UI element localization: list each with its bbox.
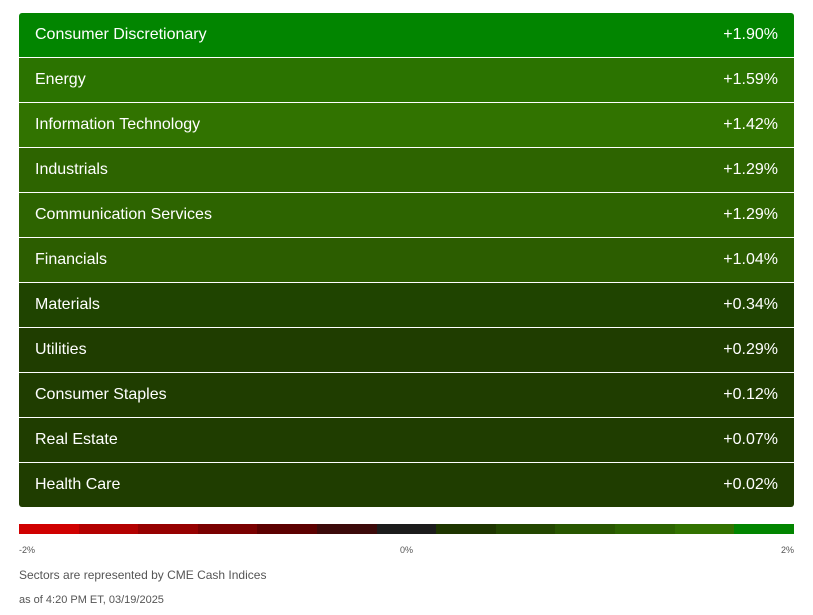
- scale-segment: [257, 524, 318, 534]
- sector-change: +0.07%: [723, 431, 778, 448]
- sector-list: Consumer Discretionary +1.90% Energy +1.59%…: [19, 13, 794, 507]
- scale-segment: [197, 524, 258, 534]
- scale-segment: [19, 524, 79, 534]
- scale-max-label: 2%: [780, 545, 794, 555]
- sector-name: Communication Services: [35, 206, 212, 223]
- scale-segment: [674, 524, 735, 534]
- scale-segment: [138, 524, 198, 534]
- scale-segment: [495, 524, 556, 534]
- sector-row[interactable]: Communication Services +1.29%: [19, 193, 794, 238]
- sector-name: Consumer Staples: [35, 386, 167, 403]
- sector-change: +0.29%: [723, 341, 778, 358]
- sector-name: Utilities: [35, 341, 87, 358]
- source-note: Sectors are represented by CME Cash Indi…: [19, 568, 267, 582]
- scale-segment: [317, 524, 377, 534]
- sector-name: Materials: [35, 296, 100, 313]
- scale-segment: [78, 524, 139, 534]
- scale-segment: [615, 524, 675, 534]
- scale-segment: [376, 524, 437, 534]
- sector-row[interactable]: Utilities +0.29%: [19, 328, 794, 373]
- timestamp: as of 4:20 PM ET, 03/19/2025: [19, 594, 164, 606]
- sector-change: +0.34%: [723, 296, 778, 313]
- sector-row[interactable]: Industrials +1.29%: [19, 148, 794, 193]
- sector-change: +1.29%: [723, 206, 778, 223]
- scale-segment: [734, 524, 794, 534]
- color-scale-labels: -2% 0% 2%: [19, 545, 794, 559]
- sector-name: Health Care: [35, 476, 121, 493]
- sector-row[interactable]: Consumer Staples +0.12%: [19, 373, 794, 418]
- scale-segment: [436, 524, 496, 534]
- sector-row[interactable]: Consumer Discretionary +1.90%: [19, 13, 794, 58]
- sector-change: +0.02%: [723, 476, 778, 493]
- sector-name: Real Estate: [35, 431, 118, 448]
- sector-name: Information Technology: [35, 116, 201, 133]
- sector-change: +1.29%: [723, 161, 778, 178]
- sector-row[interactable]: Real Estate +0.07%: [19, 418, 794, 463]
- color-scale-bar: [19, 524, 794, 534]
- sector-row[interactable]: Health Care +0.02%: [19, 463, 794, 507]
- sector-name: Financials: [35, 251, 108, 268]
- scale-mid-label: 0%: [399, 545, 414, 555]
- sector-row[interactable]: Energy +1.59%: [19, 58, 794, 103]
- sector-change: +1.42%: [723, 116, 778, 133]
- scale-segment: [555, 524, 616, 534]
- sector-change: +1.04%: [723, 251, 778, 268]
- sector-change: +0.12%: [723, 386, 778, 403]
- sector-row[interactable]: Materials +0.34%: [19, 283, 794, 328]
- sector-name: Consumer Discretionary: [35, 26, 207, 43]
- sector-name: Industrials: [35, 161, 108, 178]
- sector-change: +1.90%: [723, 26, 778, 43]
- sector-row[interactable]: Information Technology +1.42%: [19, 103, 794, 148]
- sector-change: +1.59%: [723, 71, 778, 88]
- sector-name: Energy: [35, 71, 86, 88]
- sector-row[interactable]: Financials +1.04%: [19, 238, 794, 283]
- scale-min-label: -2%: [19, 545, 36, 555]
